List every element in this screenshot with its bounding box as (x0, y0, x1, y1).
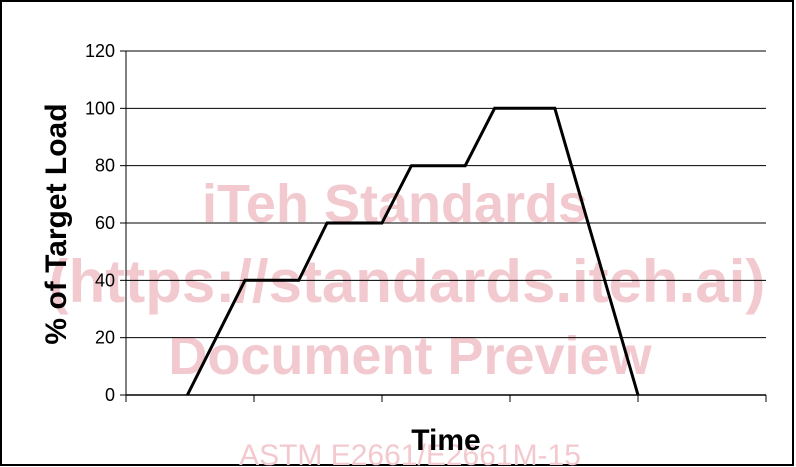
y-tick-labels: 0 20 40 60 80 100 120 (85, 41, 115, 405)
y-tick-label-60: 60 (95, 213, 115, 233)
watermark-line-2: (https://standards.iteh.ai) (49, 248, 766, 315)
x-axis-label: Time (411, 424, 480, 457)
grid-lines (126, 50, 766, 339)
y-tick-label-120: 120 (85, 41, 115, 61)
series-line-0 (186, 106, 640, 396)
watermark: iTeh Standards (https://standards.iteh.a… (49, 174, 766, 467)
y-tick-label-0: 0 (105, 385, 115, 405)
watermark-line-3: Document Preview (168, 326, 652, 386)
series-group (186, 106, 640, 396)
y-tick-label-80: 80 (95, 156, 115, 176)
x-ticks (125, 395, 767, 402)
axes (120, 50, 766, 396)
y-tick-label-40: 40 (95, 270, 115, 290)
watermark-line-1: iTeh Standards (202, 174, 588, 234)
y-tick-label-20: 20 (95, 328, 115, 348)
watermark-footer: ASTM E2661/E2661M-15 (239, 439, 581, 467)
y-tick-label-100: 100 (85, 98, 115, 118)
y-axis-label: % of Target Load (40, 103, 73, 344)
